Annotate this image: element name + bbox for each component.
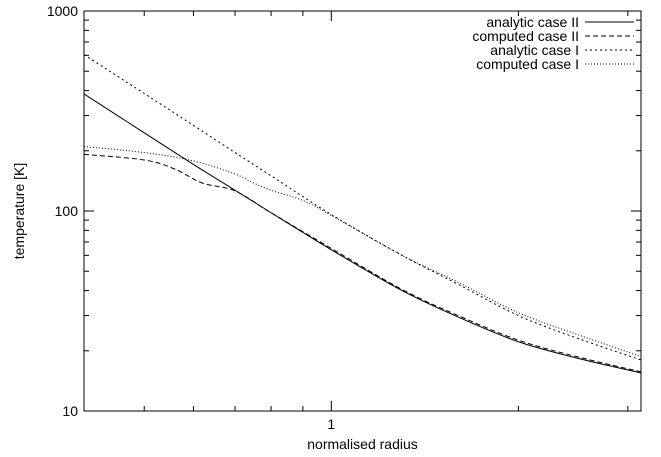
x-axis-label: normalised radius <box>307 436 418 452</box>
y-tick-label: 10 <box>62 403 78 419</box>
y-tick-label: 100 <box>55 203 79 219</box>
series-lines <box>83 54 642 374</box>
legend-label: computed case II <box>472 28 579 44</box>
series-line-3 <box>83 54 642 361</box>
legend-label: computed case I <box>476 56 579 72</box>
legend-label: analytic case II <box>486 14 579 30</box>
series-line-1 <box>83 93 642 374</box>
tick-labels: 1 10 100 1000 <box>47 3 336 432</box>
y-axis-label: temperature [K] <box>11 163 27 260</box>
minor-ticks <box>83 11 641 411</box>
y-tick-label: 1000 <box>47 3 78 19</box>
legend-label: analytic case I <box>490 42 579 58</box>
series-line-2 <box>83 153 642 373</box>
x-tick-label: 1 <box>327 416 335 432</box>
plot-frame <box>83 10 642 412</box>
series-line-4 <box>83 146 642 358</box>
